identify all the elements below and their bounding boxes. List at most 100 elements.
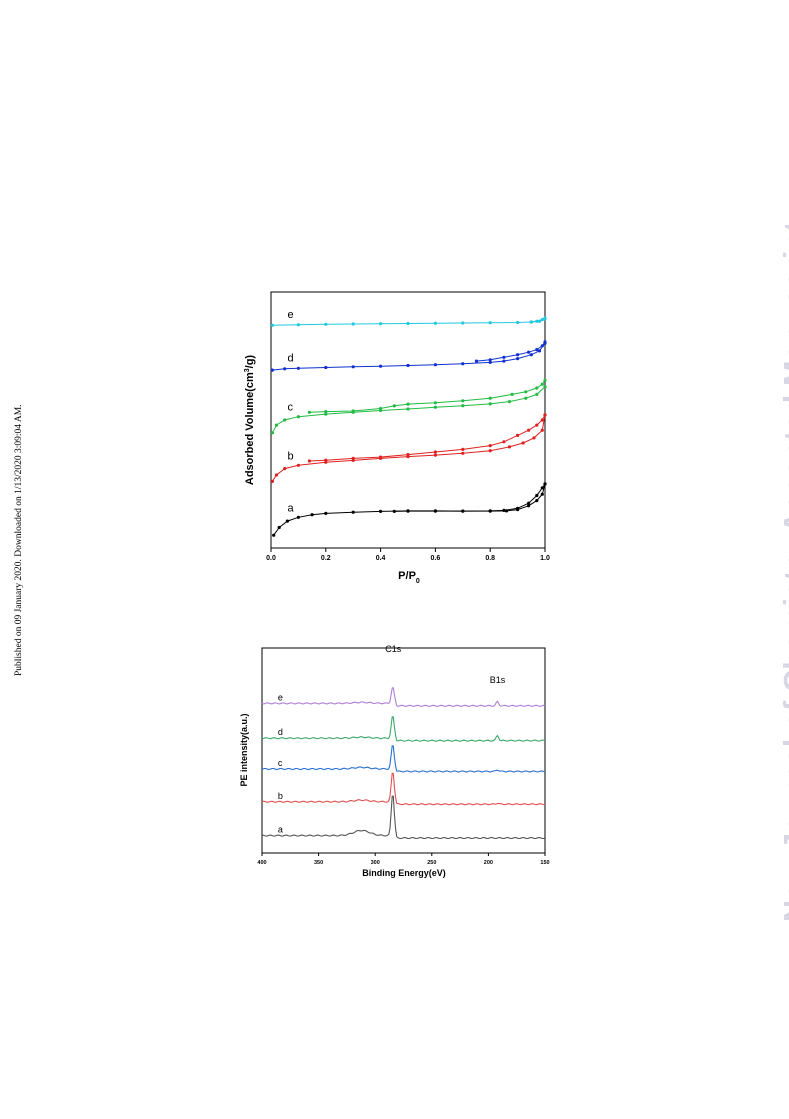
isotherm-point-b [461, 447, 465, 451]
isotherm-point-d [540, 344, 544, 348]
isotherm-point-b [274, 473, 279, 477]
isotherm-point-c [392, 404, 396, 408]
isotherm-point-c [406, 402, 410, 406]
isotherm-point-a [296, 515, 300, 519]
chart2-x-ticks: 400 350 300 250 200 150 [257, 853, 550, 866]
isotherm-point-e [516, 320, 520, 325]
isotherm-desorption-line-b [309, 414, 546, 462]
chart2-x-tick-label: 250 [427, 860, 436, 866]
isotherm-point-c [524, 396, 528, 400]
xps-series-label-a: a [278, 825, 283, 835]
chart2-y-axis-label: PE intensity(a.u.) [239, 713, 249, 786]
isotherm-point-c [324, 410, 328, 414]
isotherm-point-e [461, 321, 465, 325]
isotherm-point-a [285, 519, 289, 523]
isotherm-point-b [270, 479, 274, 483]
isotherm-point-b [307, 459, 311, 463]
xps-series-label-c: c [278, 758, 283, 768]
isotherm-point-c [351, 409, 355, 413]
xps-line-a [261, 795, 546, 840]
chart2-series-labels: a b c d e [278, 692, 283, 834]
isotherm-point-d [461, 362, 465, 366]
series-label-e: e [287, 309, 293, 321]
isotherm-point-c [461, 399, 465, 403]
series-label-b: b [287, 450, 293, 462]
isotherm-point-b [502, 440, 506, 444]
isotherm-point-b [532, 436, 536, 440]
chart1-y-label-end: /g) [244, 355, 256, 369]
isotherm-point-a [535, 493, 539, 498]
isotherm-desorption-line-a [394, 483, 546, 512]
isotherm-chart: 0.0 0.2 0.4 0.6 0.8 1.0 a b c d e P/P0 Adsorbed V… [244, 291, 550, 585]
chart2-x-tick-label: 350 [314, 860, 323, 866]
isotherm-point-d [502, 355, 506, 359]
chart1-x-label-main: P/P [398, 570, 416, 582]
isotherm-point-c [535, 392, 539, 396]
isotherm-point-e [529, 320, 533, 324]
isotherm-point-d [351, 365, 355, 369]
isotherm-point-e [351, 322, 355, 326]
isotherm-point-e [379, 322, 383, 326]
xps-series-label-d: d [278, 727, 283, 737]
isotherm-point-d [474, 359, 479, 363]
isotherm-point-e [270, 323, 274, 327]
isotherm-point-a [502, 508, 506, 512]
isotherm-point-b [433, 450, 437, 454]
isotherm-point-d [516, 353, 520, 357]
isotherm-point-b [527, 428, 531, 432]
isotherm-point-d [379, 364, 383, 368]
isotherm-point-b [543, 413, 547, 417]
isotherm-desorption-line-c [309, 380, 546, 413]
isotherm-point-c [461, 404, 465, 408]
series-label-d: d [287, 353, 293, 365]
chart1-x-tick-label: 1.0 [540, 555, 550, 562]
isotherm-point-b [521, 441, 525, 445]
isotherm-point-e [324, 322, 328, 326]
isotherm-point-b [516, 433, 520, 437]
isotherm-point-c [296, 415, 300, 419]
isotherm-point-d [406, 363, 410, 368]
chart2-x-axis-label: Binding Energy(eV) [362, 868, 446, 878]
xps-line-e [261, 687, 546, 707]
isotherm-point-a [310, 513, 314, 517]
isotherm-point-c [507, 400, 511, 404]
xps-line-b [261, 772, 546, 806]
isotherm-point-d [296, 366, 300, 370]
isotherm-point-c [379, 406, 383, 411]
isotherm-point-b [351, 456, 355, 460]
chart1-frame [270, 291, 546, 549]
isotherm-adsorption-line-b [271, 414, 546, 482]
isotherm-point-c [324, 412, 328, 416]
isotherm-point-c [535, 386, 539, 390]
isotherm-point-c [307, 410, 311, 414]
chart2-x-tick-label: 300 [371, 860, 380, 866]
chart2-peak-labels: C1s B1s [385, 644, 505, 685]
chart1-y-axis-label: Adsorbed Volume(cm3/g) [244, 355, 256, 486]
isotherm-point-b [433, 453, 437, 457]
chart1-x-tick-label: 0.8 [485, 555, 495, 562]
isotherm-point-e [540, 318, 544, 322]
chart1-y-label-main: Adsorbed Volume(cm [244, 372, 256, 485]
isotherm-point-a [535, 499, 539, 503]
isotherm-point-a [433, 509, 437, 513]
chart1-x-tick-label: 0.6 [431, 555, 441, 562]
isotherm-point-c [540, 382, 544, 386]
isotherm-point-b [488, 444, 492, 448]
isotherm-point-b [406, 453, 410, 457]
isotherm-point-a [351, 510, 355, 514]
isotherm-point-c [433, 405, 437, 409]
xps-series-label-e: e [278, 692, 283, 702]
isotherm-point-b [324, 458, 328, 462]
isotherm-point-c [433, 401, 437, 405]
isotherm-point-e [535, 319, 539, 323]
isotherm-point-a [527, 501, 531, 505]
isotherm-point-a [461, 509, 465, 513]
isotherm-point-c [510, 392, 514, 396]
isotherm-point-d [516, 357, 520, 361]
isotherm-point-c [488, 396, 492, 400]
series-label-c: c [287, 402, 293, 414]
isotherm-point-d [270, 368, 274, 372]
chart1-x-tick-label: 0.0 [266, 555, 276, 562]
isotherm-point-a [324, 511, 328, 515]
isotherm-point-d [527, 350, 531, 354]
